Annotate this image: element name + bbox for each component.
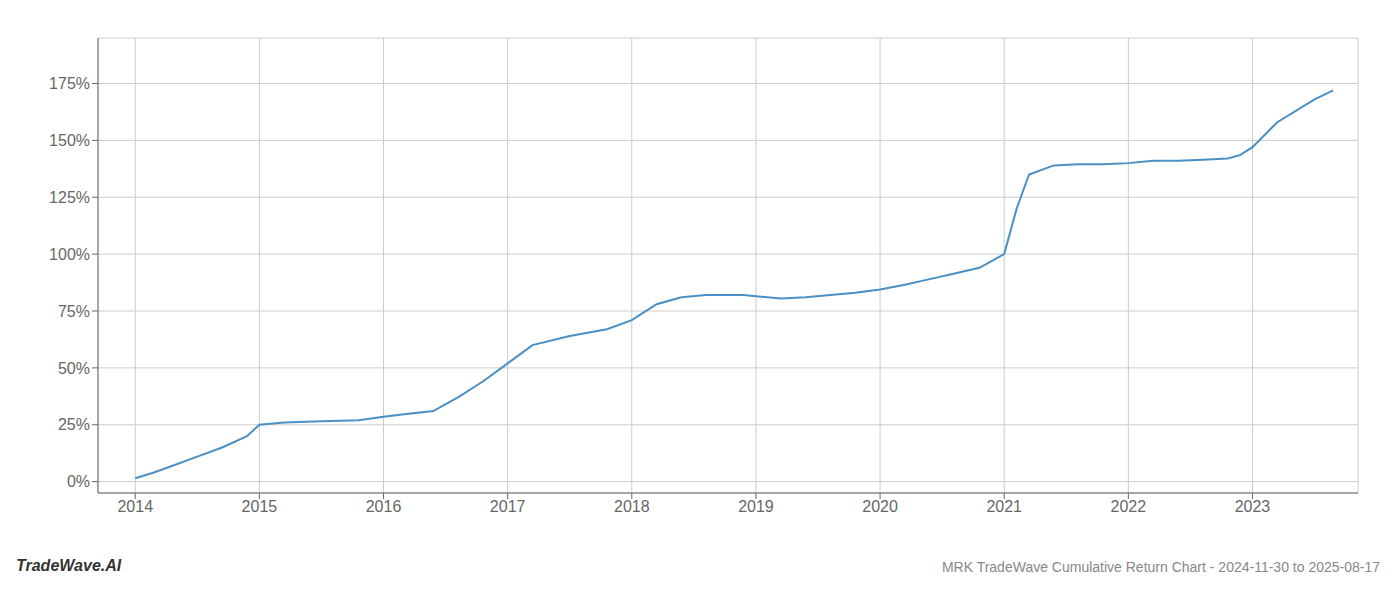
svg-text:2022: 2022 [1111, 498, 1147, 515]
svg-text:2023: 2023 [1235, 498, 1271, 515]
svg-text:50%: 50% [58, 360, 90, 377]
svg-text:125%: 125% [49, 189, 90, 206]
svg-text:2015: 2015 [242, 498, 278, 515]
svg-text:2018: 2018 [614, 498, 650, 515]
svg-text:75%: 75% [58, 303, 90, 320]
svg-text:0%: 0% [67, 473, 90, 490]
svg-text:2021: 2021 [986, 498, 1022, 515]
svg-text:2017: 2017 [490, 498, 526, 515]
html-text:TradeWave.AI: TradeWave.AI [16, 557, 122, 574]
svg-text:25%: 25% [58, 416, 90, 433]
svg-text:100%: 100% [49, 246, 90, 263]
html-text:MRK TradeWave Cumulative Retur: MRK TradeWave Cumulative Return Chart - … [941, 559, 1380, 575]
svg-text:2020: 2020 [862, 498, 898, 515]
svg-text:150%: 150% [49, 132, 90, 149]
svg-text:2019: 2019 [738, 498, 774, 515]
svg-text:2016: 2016 [366, 498, 402, 515]
svg-text:2014: 2014 [117, 498, 153, 515]
svg-text:175%: 175% [49, 75, 90, 92]
